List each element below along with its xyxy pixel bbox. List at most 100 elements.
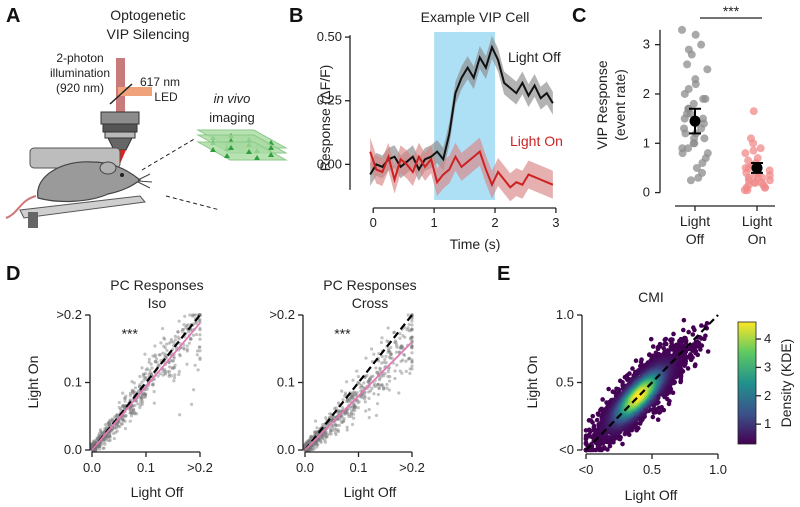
data-point <box>681 129 690 138</box>
data-point <box>340 420 344 424</box>
data-point <box>410 339 414 343</box>
data-point <box>686 329 691 335</box>
chart-d2-xlabel: Light Off <box>344 484 397 500</box>
data-point <box>356 381 360 385</box>
led-label-2: LED <box>154 90 178 104</box>
data-point <box>311 448 315 452</box>
data-point <box>410 344 414 348</box>
data-point <box>346 413 350 417</box>
data-point <box>692 362 698 367</box>
data-point <box>655 346 661 352</box>
data-point <box>121 403 125 407</box>
data-point <box>104 434 109 438</box>
data-point <box>153 359 158 364</box>
panel-label-c: C <box>572 5 586 27</box>
data-point <box>368 378 372 382</box>
data-point <box>138 405 142 410</box>
data-point <box>110 428 114 432</box>
data-point <box>173 373 177 377</box>
plot-d1: *** 0.0 0.1 >0.2 0.0 0.1 >0.2 <box>56 307 213 475</box>
data-point <box>138 395 142 399</box>
data-point <box>114 423 119 428</box>
data-point <box>141 373 145 377</box>
data-point <box>650 344 656 349</box>
panel-label-a: A <box>6 5 20 27</box>
data-point <box>190 402 194 407</box>
data-point <box>342 417 346 421</box>
data-point <box>399 359 403 363</box>
data-point <box>93 441 97 445</box>
data-point <box>108 419 112 423</box>
data-point <box>124 414 128 418</box>
data-point <box>123 419 127 423</box>
data-point <box>113 426 117 430</box>
data-point <box>98 442 102 446</box>
series-line-light-off <box>369 44 554 176</box>
data-point <box>142 392 146 396</box>
data-point <box>324 430 328 434</box>
data-point <box>106 423 111 427</box>
data-point <box>662 337 668 343</box>
data-point <box>123 399 127 403</box>
panel-label-b: B <box>289 5 303 27</box>
data-point <box>341 419 346 424</box>
data-point <box>90 443 94 448</box>
x-tick-label: >0.2 <box>187 460 213 475</box>
data-point <box>313 440 318 445</box>
data-point <box>182 346 186 350</box>
data-point <box>193 363 197 367</box>
data-point <box>410 335 414 339</box>
invivo-label-2: imaging <box>209 110 255 125</box>
data-point <box>155 360 159 364</box>
data-point <box>307 447 312 451</box>
data-point <box>393 340 397 345</box>
data-point <box>180 327 185 332</box>
data-point <box>102 437 106 442</box>
data-point <box>367 378 371 383</box>
data-point <box>671 331 676 337</box>
data-point <box>92 439 96 443</box>
data-point <box>138 374 142 379</box>
data-point <box>386 370 390 374</box>
data-point <box>353 405 358 410</box>
data-point <box>394 350 399 354</box>
mouse-icon <box>5 147 153 228</box>
data-point <box>322 433 326 437</box>
data-point <box>188 313 192 317</box>
data-point <box>363 400 367 404</box>
data-point <box>162 337 167 341</box>
data-point <box>377 382 381 386</box>
data-point <box>349 411 353 415</box>
data-point <box>157 363 161 367</box>
data-point <box>374 413 379 418</box>
data-point <box>385 386 389 390</box>
data-point <box>332 407 337 411</box>
data-point <box>314 442 318 446</box>
data-point <box>323 440 327 444</box>
y-tick-label: 1.0 <box>556 307 574 322</box>
data-point <box>705 349 711 354</box>
data-point <box>196 368 200 372</box>
data-point <box>749 139 758 148</box>
data-point <box>681 317 687 323</box>
data-point <box>163 346 167 350</box>
data-point <box>316 430 320 434</box>
data-point <box>356 406 360 410</box>
data-point <box>166 370 170 374</box>
data-point <box>106 435 110 439</box>
data-point <box>303 443 307 448</box>
data-point <box>314 431 318 436</box>
data-point <box>338 418 342 422</box>
data-point <box>315 426 319 430</box>
data-point <box>186 330 191 334</box>
data-point <box>366 380 370 384</box>
data-point <box>343 391 347 395</box>
data-point <box>149 362 153 366</box>
data-point <box>162 344 166 348</box>
data-point <box>351 412 356 416</box>
data-point <box>92 442 96 446</box>
data-point <box>163 354 167 358</box>
data-point <box>366 380 370 384</box>
chart-d1-title-2: Iso <box>148 295 167 311</box>
led-label-1: 617 nm <box>140 75 180 89</box>
